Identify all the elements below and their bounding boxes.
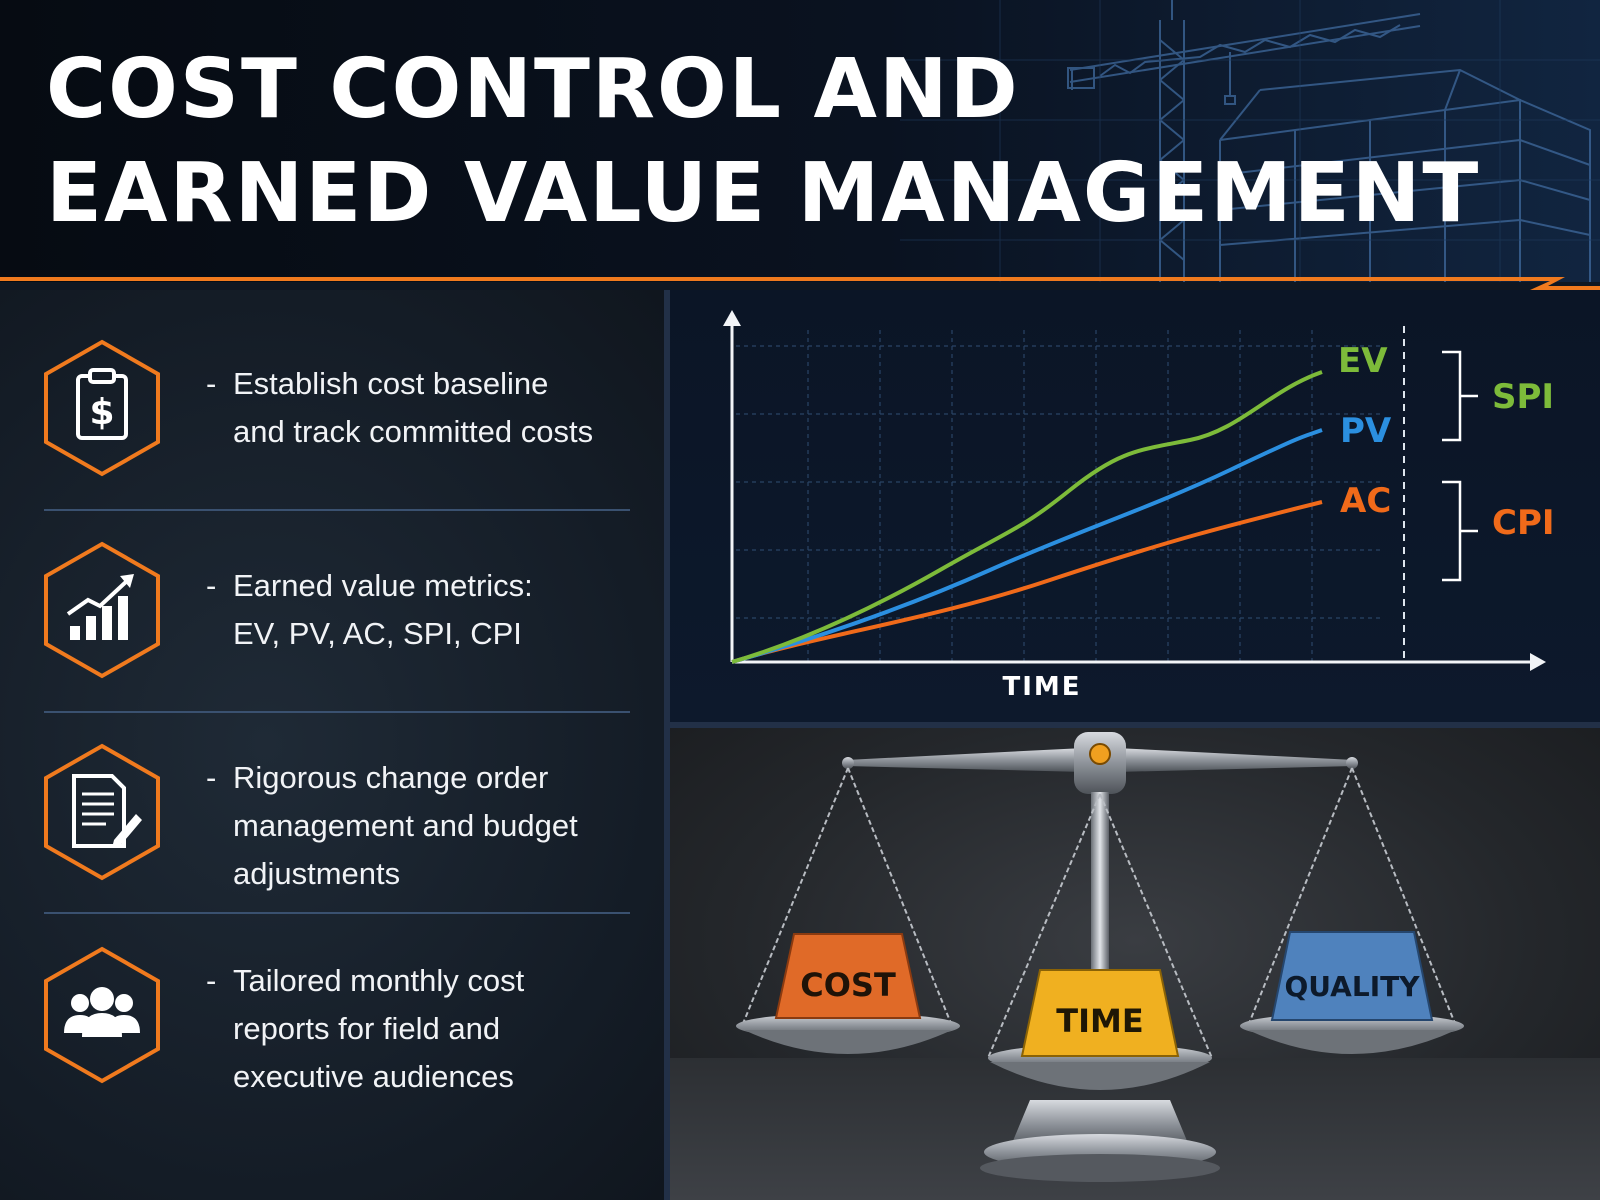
series-ev-line bbox=[731, 370, 1323, 664]
series-ac-line bbox=[731, 500, 1323, 664]
feature-3-line-3: adjustments bbox=[233, 856, 401, 891]
index-label-spi: SPI bbox=[1492, 377, 1554, 417]
divider bbox=[44, 711, 630, 713]
cost-weight bbox=[774, 933, 922, 1019]
scale-chains bbox=[741, 767, 1457, 1059]
feature-4-dash: - bbox=[206, 963, 217, 998]
series-pv-line bbox=[731, 428, 1323, 664]
series-label-pv: PV bbox=[1340, 411, 1392, 451]
document-pen-icon bbox=[44, 743, 160, 881]
quality-weight bbox=[1270, 931, 1434, 1021]
spi-bracket bbox=[1442, 350, 1478, 442]
feature-1-line-1: Establish cost baseline bbox=[233, 366, 549, 401]
title-line-2: EARNED VALUE MANAGEMENT bbox=[46, 146, 1481, 241]
time-weight-label: TIME bbox=[1056, 1002, 1143, 1040]
feature-3-dash: - bbox=[206, 760, 217, 795]
people-group-icon bbox=[44, 946, 160, 1084]
feature-1-dash: - bbox=[206, 366, 217, 401]
feature-2-dash: - bbox=[206, 568, 217, 603]
quality-weight-label: QUALITY bbox=[1285, 970, 1421, 1003]
feature-3-line-1: Rigorous change order bbox=[233, 760, 549, 795]
divider bbox=[44, 509, 630, 511]
divider bbox=[44, 912, 630, 914]
header: COST CONTROL AND EARNED VALUE MANAGEMENT bbox=[0, 0, 1600, 282]
vertical-separator bbox=[664, 290, 670, 1200]
cpi-bracket bbox=[1442, 480, 1478, 582]
feature-2-line-2: EV, PV, AC, SPI, CPI bbox=[233, 616, 522, 651]
balance-scale-panel: COST TIME QUALITY bbox=[670, 728, 1600, 1200]
series-label-ev: EV bbox=[1338, 341, 1388, 381]
chart-axes bbox=[723, 310, 1546, 671]
index-label-cpi: CPI bbox=[1492, 503, 1555, 543]
feature-4-line-3: executive audiences bbox=[233, 1059, 514, 1094]
pivot-knob bbox=[1089, 743, 1111, 765]
header-accent-rule bbox=[0, 277, 1600, 290]
feature-4-line-1: Tailored monthly cost bbox=[233, 963, 525, 998]
feature-panel bbox=[0, 290, 664, 1200]
title-line-1: COST CONTROL AND bbox=[46, 42, 1020, 137]
x-axis-label: TIME bbox=[1002, 672, 1081, 702]
series-label-ac: AC bbox=[1340, 481, 1391, 521]
horizontal-separator bbox=[670, 722, 1600, 728]
page-title: COST CONTROL AND EARNED VALUE MANAGEMENT bbox=[46, 38, 1480, 246]
feature-2-line-1: Earned value metrics: bbox=[233, 568, 533, 603]
feature-4-line-2: reports for field and bbox=[233, 1011, 501, 1046]
time-weight bbox=[1020, 969, 1180, 1057]
svg-text:$: $ bbox=[89, 392, 114, 433]
earned-value-chart-panel: EV PV AC SPI CPI TIME bbox=[670, 290, 1600, 722]
bar-chart-arrow-icon bbox=[44, 541, 160, 679]
cost-weight-label: COST bbox=[800, 966, 896, 1004]
scale-beam-left bbox=[846, 748, 1094, 772]
construction-crane-illustration bbox=[900, 0, 1600, 282]
balance-scale-illustration: COST TIME QUALITY bbox=[670, 732, 1600, 1200]
feature-3-line-2: management and budget bbox=[233, 808, 578, 843]
feature-1-line-2: and track committed costs bbox=[233, 414, 594, 449]
earned-value-chart: EV PV AC SPI CPI TIME bbox=[723, 310, 1555, 702]
clipboard-dollar-icon: $ bbox=[44, 339, 160, 477]
scale-beam-right bbox=[1106, 748, 1354, 772]
chart-grid bbox=[736, 330, 1380, 662]
